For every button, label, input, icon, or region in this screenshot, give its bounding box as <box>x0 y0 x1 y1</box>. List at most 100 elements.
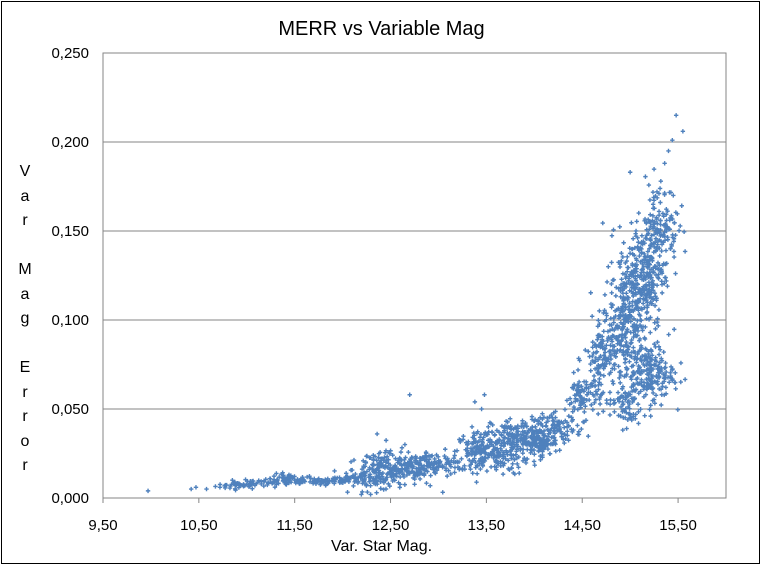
data-point <box>497 437 502 442</box>
data-point <box>483 450 488 455</box>
data-point <box>371 470 377 475</box>
data-point <box>625 265 630 270</box>
data-point <box>523 438 528 444</box>
data-point <box>576 383 581 388</box>
data-point <box>659 268 664 274</box>
data-point <box>624 269 630 274</box>
data-point <box>615 334 621 340</box>
data-point <box>574 388 580 393</box>
data-point <box>630 399 635 405</box>
data-point <box>663 369 669 375</box>
data-point <box>365 489 370 495</box>
data-point <box>271 474 277 479</box>
data-point <box>462 467 468 472</box>
data-point <box>477 445 482 451</box>
data-point <box>666 148 671 154</box>
data-point <box>654 215 659 220</box>
data-point <box>647 384 652 390</box>
data-point <box>637 348 642 353</box>
data-point <box>586 390 591 395</box>
data-point <box>471 441 476 446</box>
data-point <box>578 405 583 410</box>
data-point <box>649 233 654 238</box>
data-point <box>286 480 292 486</box>
data-point <box>604 400 610 406</box>
data-point <box>559 434 565 439</box>
data-point <box>596 369 601 375</box>
data-point <box>368 455 373 461</box>
data-point <box>591 393 597 399</box>
data-point <box>627 310 633 315</box>
data-point <box>579 384 584 389</box>
data-point <box>642 336 648 342</box>
data-point <box>621 286 627 291</box>
y-tick-label: 0,100 <box>51 312 89 329</box>
data-point <box>480 458 486 463</box>
data-point <box>512 457 517 462</box>
data-point <box>652 240 658 245</box>
data-point <box>612 400 617 405</box>
data-point <box>506 432 512 438</box>
data-point <box>655 339 660 345</box>
data-point <box>602 347 607 352</box>
data-point <box>643 174 648 179</box>
data-point <box>520 429 525 434</box>
data-point <box>348 459 354 464</box>
data-point <box>575 407 581 412</box>
data-point <box>602 308 607 313</box>
data-point <box>628 319 634 324</box>
data-point <box>607 360 612 366</box>
data-point <box>641 277 646 283</box>
data-point <box>517 470 522 476</box>
data-point <box>562 425 567 430</box>
data-point <box>470 470 475 476</box>
data-point <box>323 477 328 482</box>
data-point <box>377 460 382 465</box>
data-point <box>508 452 514 457</box>
data-point <box>442 453 447 459</box>
data-point <box>510 461 515 466</box>
data-point <box>629 354 634 360</box>
data-point <box>491 447 496 452</box>
data-point <box>611 315 617 321</box>
data-point <box>584 392 590 397</box>
data-point <box>658 218 663 223</box>
data-point <box>601 329 606 334</box>
data-point <box>213 484 218 489</box>
data-point <box>670 378 675 383</box>
data-point <box>629 246 635 252</box>
data-point <box>664 212 669 217</box>
data-point <box>673 386 678 391</box>
data-point <box>602 319 608 324</box>
data-point <box>499 432 504 437</box>
data-point <box>571 382 577 387</box>
data-point <box>679 203 684 208</box>
data-point <box>645 371 651 377</box>
data-point <box>644 316 649 321</box>
data-point <box>649 241 654 247</box>
data-point <box>639 324 644 330</box>
data-point <box>407 392 412 397</box>
data-point <box>597 321 602 327</box>
data-point <box>536 448 541 454</box>
data-point <box>231 480 236 486</box>
data-point <box>452 470 457 475</box>
data-point <box>583 347 588 353</box>
data-point <box>616 260 621 265</box>
data-point <box>145 488 151 494</box>
data-point <box>630 263 635 268</box>
data-point <box>613 354 619 359</box>
data-point <box>618 369 623 374</box>
data-point <box>657 347 663 352</box>
data-point <box>413 454 418 459</box>
data-point <box>650 296 656 301</box>
data-point <box>611 333 616 339</box>
data-point <box>473 459 478 465</box>
data-point <box>571 386 576 391</box>
data-point <box>650 269 656 275</box>
data-point <box>630 236 636 241</box>
data-point <box>621 317 626 322</box>
data-point <box>621 344 627 349</box>
data-point <box>402 457 407 463</box>
data-point <box>245 478 250 484</box>
